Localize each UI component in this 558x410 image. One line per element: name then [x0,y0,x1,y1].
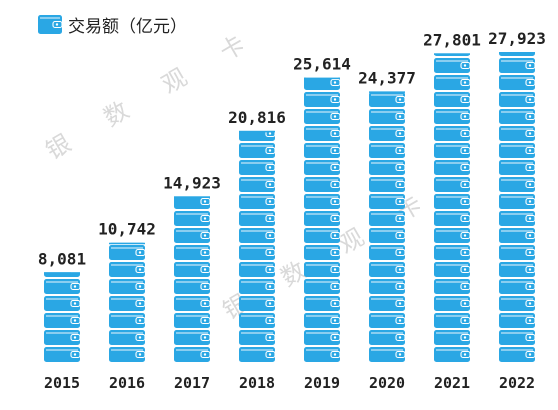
value-label-2021: 27,801 [423,30,481,49]
value-label-2017: 14,923 [163,173,221,192]
bar-2021 [434,53,471,362]
watermark-char: 数 [99,96,134,132]
value-label-2018: 20,816 [228,108,286,127]
bar-2016 [109,242,146,362]
x-tick-label-2017: 2017 [174,374,210,392]
bar-2017 [174,196,211,362]
x-tick-label-2019: 2019 [304,374,340,392]
legend: 交易额（亿元） [38,15,187,37]
x-tick-label-2022: 2022 [499,374,535,392]
bars [44,52,536,362]
legend-label: 交易额（亿元） [68,17,187,37]
watermark-char: 卡 [215,30,250,66]
value-labels: 8,081 10,742 14,923 20,816 25,614 24,377 27,80… [38,29,546,268]
bar-2020 [369,91,406,362]
bar-2015 [44,272,81,362]
value-label-2020: 24,377 [358,68,416,87]
watermark-char: 银 [41,129,76,165]
bar-2018 [239,130,276,362]
value-label-2015: 8,081 [38,249,86,268]
x-tick-label-2018: 2018 [239,374,275,392]
x-axis-labels: 2015 2016 2017 2018 2019 2020 2021 2022 [44,374,535,392]
x-tick-label-2015: 2015 [44,374,80,392]
x-tick-label-2016: 2016 [109,374,145,392]
bar-2019 [304,77,341,362]
x-tick-label-2021: 2021 [434,374,470,392]
value-label-2019: 25,614 [293,55,351,74]
value-label-2022: 27,923 [488,29,546,48]
watermark-char: 观 [157,63,192,99]
bar-2022 [499,52,536,362]
wallet-icon [38,15,63,34]
value-label-2016: 10,742 [98,220,156,239]
x-tick-label-2020: 2020 [369,374,405,392]
